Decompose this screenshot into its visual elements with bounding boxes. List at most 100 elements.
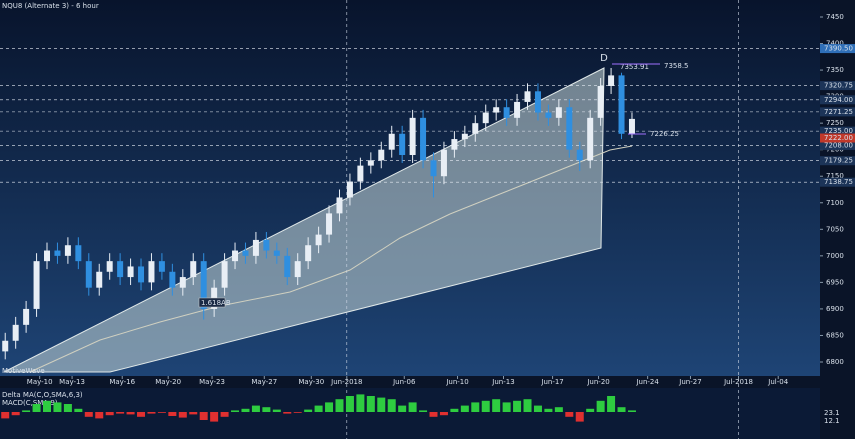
indicator-bar [544, 408, 553, 412]
wave-label: D [600, 53, 608, 64]
y-tick-label: 7050 [826, 225, 844, 233]
indicator-bar [429, 412, 438, 417]
candle-body [117, 261, 124, 278]
candle-body [545, 112, 552, 118]
x-tick-label: Jun-13 [491, 378, 514, 386]
candle-body [273, 250, 280, 256]
x-tick-label: May-27 [251, 378, 277, 386]
candle-body [326, 213, 333, 235]
indicator-bar [304, 409, 313, 412]
candle-body [33, 261, 40, 309]
indicator-bar [565, 412, 574, 417]
candle-body [440, 149, 447, 177]
candle-body [597, 86, 604, 118]
indicator-bar [283, 412, 292, 414]
indicator-bar [137, 412, 146, 417]
indicator-bar [586, 408, 595, 412]
indicator-bar [32, 404, 41, 412]
candle-body [200, 261, 207, 309]
indicator-bar [366, 396, 375, 412]
candle-body [158, 261, 165, 272]
candle-body [190, 261, 197, 278]
x-tick-label: Jul-2018 [723, 378, 753, 386]
indicator-title: Delta MA(C,O,SMA,6,3) [2, 391, 83, 399]
indicator-bar [168, 412, 177, 416]
indicator-bar [210, 412, 219, 422]
y-tick-label: 7450 [826, 13, 844, 21]
y-tick-label: 6950 [826, 278, 844, 286]
indicator-bar [481, 400, 490, 412]
indicator-bar [502, 402, 511, 412]
indicator-bar [607, 396, 616, 412]
indicator-bar [356, 394, 365, 412]
indicator-bar [251, 405, 260, 412]
x-tick-label: Jun-24 [635, 378, 659, 386]
level-box [820, 95, 855, 105]
indicator-bar [262, 407, 271, 412]
y-tick-label: 6800 [826, 358, 844, 366]
y-tick-label: 7000 [826, 252, 844, 260]
fib-box [198, 297, 226, 308]
candle-body [64, 245, 71, 256]
candle-body [472, 123, 479, 134]
x-tick-label: May-13 [59, 378, 85, 386]
current-price-label: 7222.00 [824, 134, 853, 142]
indicator-bar [575, 412, 584, 422]
indicator-bar [272, 409, 281, 412]
candle-body [12, 324, 19, 341]
candle-body [54, 250, 61, 256]
y-tick-label: 6850 [826, 331, 844, 339]
candle-body [315, 234, 322, 246]
indicator-bar [450, 408, 459, 412]
candle-body [628, 118, 635, 134]
candle-body [106, 261, 113, 272]
level-label: 7138.75 [824, 178, 853, 186]
indicator-bar [596, 400, 605, 412]
chart-title: NQU8 (Alternate 3) - 6 hour [2, 2, 99, 10]
low-label: 7226.25 [650, 130, 679, 138]
x-tick-label: Jun-20 [586, 378, 609, 386]
indicator-bar [513, 400, 522, 412]
indicator-subtitle: MACD(C,SMA,9) [2, 399, 58, 407]
candle-body [252, 239, 259, 256]
candle-body [263, 239, 270, 251]
current-price-box [820, 133, 855, 143]
candle-body [514, 101, 521, 118]
indicator-bar [126, 412, 135, 415]
candle-body [503, 107, 510, 118]
indicator-label: 12.1 [824, 417, 840, 425]
indicator-bar [471, 402, 480, 412]
indicator-bar [1, 412, 10, 419]
indicator-bar [533, 405, 542, 412]
candle-body [388, 133, 395, 150]
y-tick-label: 7100 [826, 199, 844, 207]
indicator-panel [0, 388, 820, 439]
candle-body [420, 117, 427, 161]
level-label: 7179.25 [824, 157, 853, 165]
level-box [820, 81, 855, 91]
indicator-bar [439, 412, 448, 416]
indicator-bar [335, 399, 344, 412]
level-label: 7294.00 [824, 96, 853, 104]
indicator-bar [398, 405, 407, 412]
candle-body [482, 112, 489, 124]
candle-body [346, 181, 353, 198]
candle-body [148, 261, 155, 283]
watermark: MotiveWave [2, 367, 45, 375]
candle-body [284, 255, 291, 278]
x-tick-label: May-10 [27, 378, 53, 386]
indicator-bar [627, 410, 636, 412]
candle-body [451, 139, 458, 150]
candle-body [305, 245, 312, 262]
candle-body [23, 308, 30, 325]
candle-body [524, 91, 531, 102]
candle-body [461, 133, 468, 140]
x-tick-label: Jun-06 [392, 378, 416, 386]
candle-body [232, 250, 239, 262]
indicator-bar [419, 410, 428, 412]
indicator-bar [314, 405, 323, 412]
candle-body [367, 160, 374, 166]
indicator-bar [554, 407, 563, 412]
time-axis-panel [0, 376, 820, 388]
indicator-bar [345, 396, 354, 412]
